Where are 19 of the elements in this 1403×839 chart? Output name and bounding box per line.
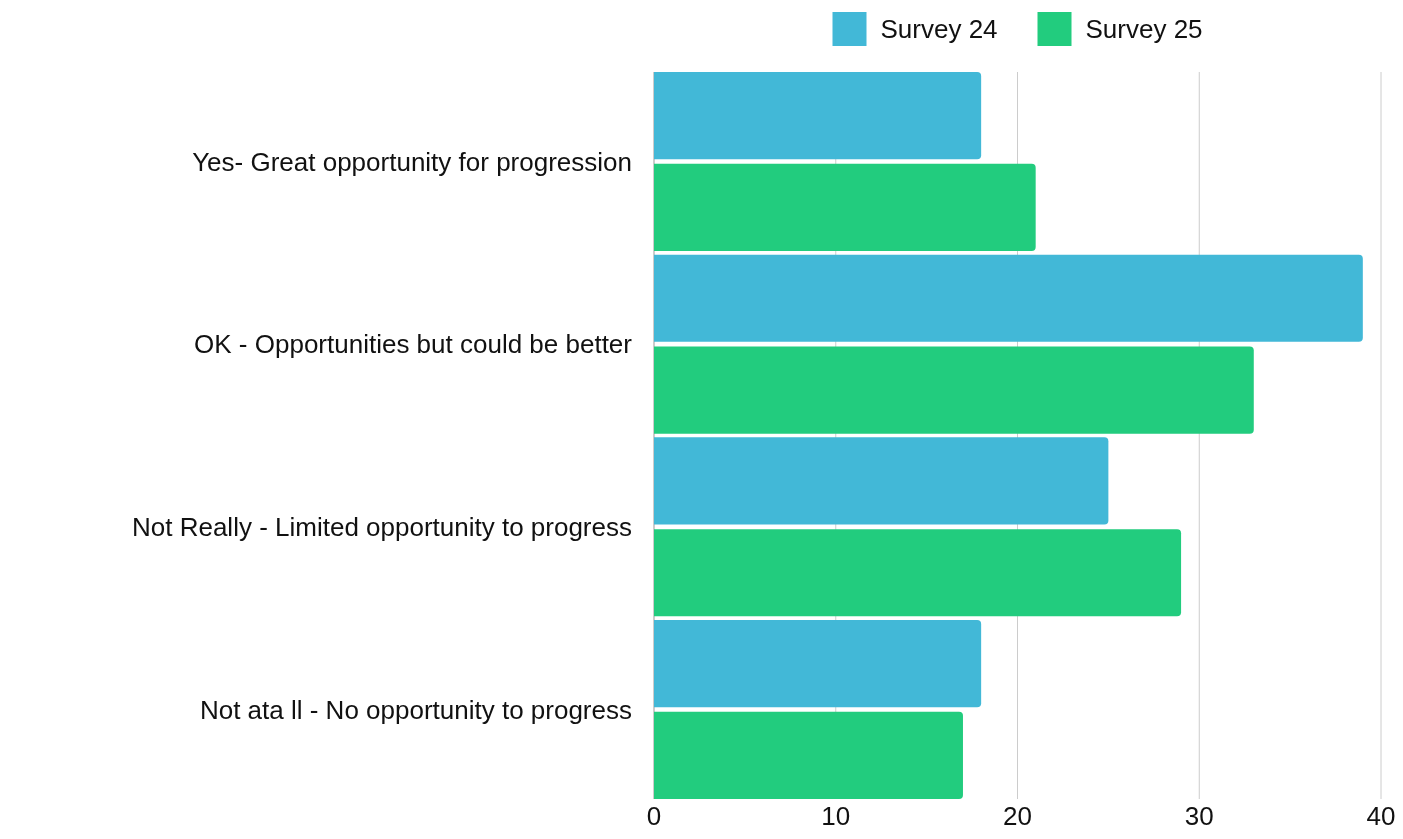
x-tick-label: 30 (1184, 801, 1214, 831)
x-tick-label: 10 (821, 801, 851, 831)
y-tick-label: Not ata ll - No opportunity to progress (199, 694, 632, 725)
bar (654, 529, 1182, 617)
bar (654, 163, 1036, 252)
bar (654, 254, 1363, 342)
legend-label: Survey 25 (1085, 14, 1203, 45)
x-tick-label: 40 (1366, 801, 1396, 831)
x-tick-label: 0 (646, 801, 662, 831)
bar (654, 437, 1109, 525)
bar (654, 619, 982, 708)
legend-label: Survey 24 (880, 14, 998, 45)
bar (654, 711, 963, 799)
y-tick-label: OK - Opportunities but could be better (194, 329, 633, 360)
y-tick-label: Not Really - Limited opportunity to progress (131, 511, 632, 542)
bar (654, 72, 982, 160)
x-tick-label: 20 (1003, 801, 1032, 831)
y-tick-label: Yes- Great opportunity for progression (192, 146, 632, 177)
bar (654, 346, 1254, 434)
